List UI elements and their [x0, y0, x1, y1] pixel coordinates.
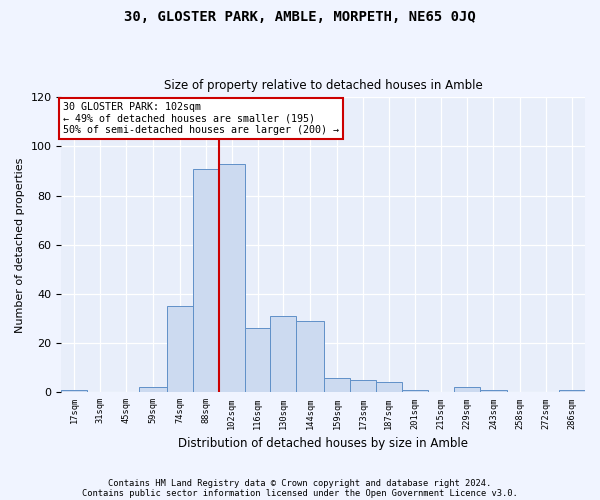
Title: Size of property relative to detached houses in Amble: Size of property relative to detached ho…: [164, 79, 482, 92]
Bar: [193, 168, 218, 392]
Bar: [61, 390, 88, 392]
Bar: [324, 378, 350, 392]
Text: 30, GLOSTER PARK, AMBLE, MORPETH, NE65 0JQ: 30, GLOSTER PARK, AMBLE, MORPETH, NE65 0…: [124, 10, 476, 24]
Bar: [559, 390, 585, 392]
Text: 30 GLOSTER PARK: 102sqm
← 49% of detached houses are smaller (195)
50% of semi-d: 30 GLOSTER PARK: 102sqm ← 49% of detache…: [63, 102, 339, 136]
Bar: [350, 380, 376, 392]
Bar: [139, 388, 167, 392]
X-axis label: Distribution of detached houses by size in Amble: Distribution of detached houses by size …: [178, 437, 468, 450]
Bar: [479, 390, 507, 392]
Bar: [245, 328, 271, 392]
Text: Contains HM Land Registry data © Crown copyright and database right 2024.: Contains HM Land Registry data © Crown c…: [109, 478, 491, 488]
Y-axis label: Number of detached properties: Number of detached properties: [15, 157, 25, 332]
Bar: [218, 164, 245, 392]
Bar: [167, 306, 193, 392]
Text: Contains public sector information licensed under the Open Government Licence v3: Contains public sector information licen…: [82, 488, 518, 498]
Bar: [271, 316, 296, 392]
Bar: [454, 388, 479, 392]
Bar: [296, 321, 324, 392]
Bar: [376, 382, 402, 392]
Bar: [402, 390, 428, 392]
